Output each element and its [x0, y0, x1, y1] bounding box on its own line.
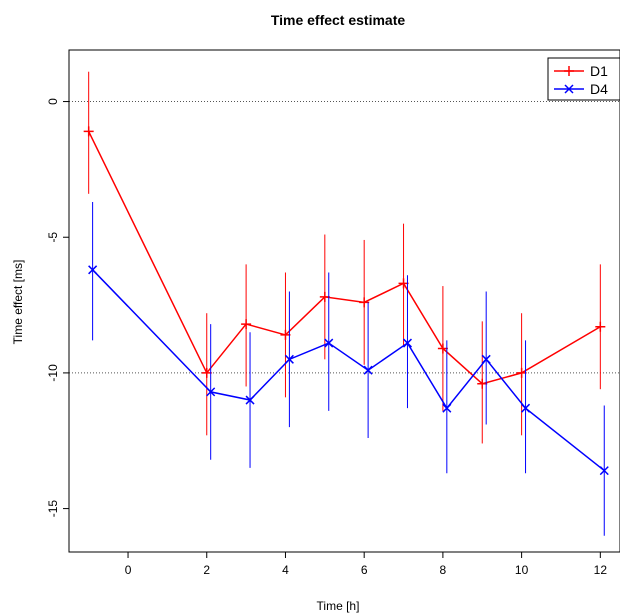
x-tick-label: 6 — [361, 563, 368, 577]
data-point-d1 — [477, 378, 488, 389]
data-point-d1 — [201, 367, 212, 378]
data-point-d1 — [280, 329, 291, 340]
data-point-d4 — [599, 466, 609, 476]
data-point-d1 — [516, 367, 527, 378]
x-tick-label: 4 — [282, 563, 289, 577]
legend-label-d4: D4 — [590, 81, 608, 97]
data-point-d1 — [359, 297, 370, 308]
x-tick-label: 2 — [203, 563, 210, 577]
data-point-d4 — [442, 403, 452, 413]
y-tick-label: 0 — [46, 98, 60, 105]
data-point-d4 — [245, 395, 255, 405]
x-tick-label: 8 — [440, 563, 447, 577]
data-point-d1 — [595, 321, 606, 332]
legend-marker-d1 — [564, 66, 574, 76]
data-point-d4 — [521, 403, 531, 413]
legend-box — [547, 57, 620, 101]
data-point-d4 — [284, 354, 294, 364]
data-point-d4 — [363, 365, 373, 375]
x-tick-label: 0 — [125, 563, 132, 577]
plot-layer: 0 2 4 6 8 10 12 0 -5 -10 -15 — [46, 71, 620, 577]
data-point-d4 — [481, 354, 491, 364]
data-point-d4 — [206, 387, 216, 397]
x-tick-label: 10 — [515, 563, 529, 577]
data-point-d4 — [324, 338, 334, 348]
data-point-d1 — [241, 319, 252, 330]
data-point-d1 — [319, 291, 330, 302]
y-tick-label: -15 — [46, 500, 60, 518]
y-axis-title: Time effect [ms] — [11, 260, 25, 345]
data-point-d1 — [398, 278, 409, 289]
legend-label-d1: D1 — [590, 63, 608, 79]
data-point-d1 — [437, 343, 448, 354]
data-point-d1 — [83, 126, 94, 137]
legend-marker-d4 — [564, 84, 574, 94]
chart-title: Time effect estimate — [271, 12, 406, 28]
plot-frame — [68, 49, 620, 553]
y-tick-label: -5 — [46, 232, 60, 243]
x-tick-label: 12 — [594, 563, 608, 577]
data-point-d4 — [88, 265, 98, 275]
y-tick-label: -10 — [46, 364, 60, 382]
x-axis-title: Time [h] — [317, 599, 360, 613]
data-point-d4 — [402, 338, 413, 348]
